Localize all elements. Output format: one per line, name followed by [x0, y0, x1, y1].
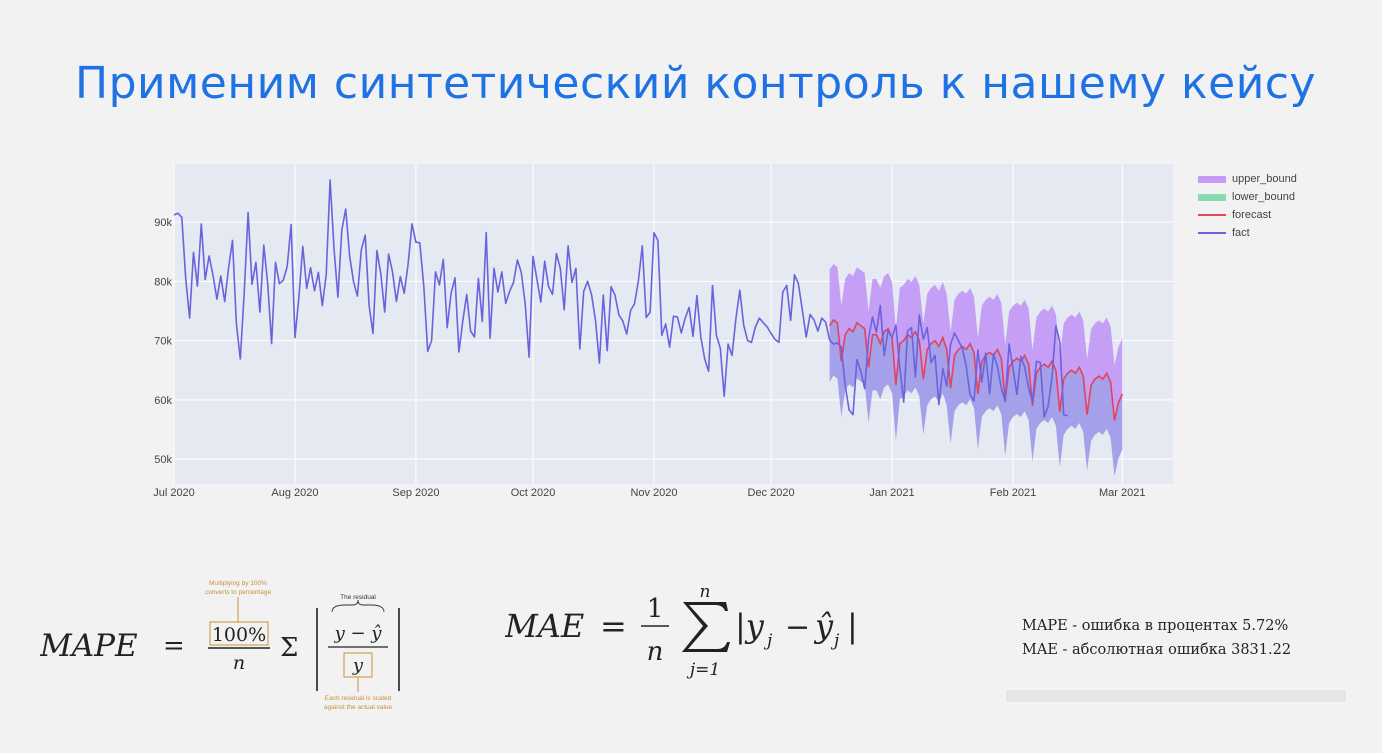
x-tick-label: Jul 2020: [153, 487, 195, 499]
y-tick-label: 90k: [154, 217, 172, 229]
mape-formula: Multiplying by 100% converts to percenta…: [40, 580, 400, 711]
upper-bound-band: [829, 264, 1123, 421]
mae-yhat: ŷ: [813, 607, 834, 645]
mape-residual-annotation: The residual: [340, 594, 376, 601]
mape-annotation-top-1: Multiplying by 100%: [209, 580, 267, 587]
metrics-underline: [1006, 690, 1346, 702]
mae-fraction-numerator: 1: [647, 594, 664, 624]
mape-result-line: MAPE - ошибка в процентах 5.72%: [1022, 618, 1289, 634]
legend-item-fact[interactable]: fact: [1198, 224, 1297, 242]
mape-lhs: MAPE: [40, 628, 138, 664]
x-tick-label: Mar 2021: [1099, 487, 1145, 499]
legend-item-upper-bound[interactable]: upper_bound: [1198, 170, 1297, 188]
legend-label: forecast: [1232, 209, 1272, 221]
mape-annotation-top-2: converts to percentage: [205, 589, 272, 596]
mae-fraction-denominator: n: [647, 637, 664, 667]
mae-sigma-icon: [682, 602, 730, 652]
slide-title: Применим синтетический контроль к нашему…: [75, 58, 1317, 109]
legend-label: lower_bound: [1232, 191, 1295, 203]
mape-residual-numerator: y − ŷ: [334, 623, 383, 644]
mape-sigma: Σ: [280, 633, 298, 663]
fact-swatch-icon: [1198, 232, 1226, 234]
x-tick-label: Sep 2020: [392, 487, 439, 499]
mape-equals: =: [163, 631, 185, 661]
fact-line: [173, 179, 1068, 418]
x-tick-label: Oct 2020: [511, 487, 556, 499]
metrics-block: MAPE - ошибка в процентах 5.72% MAE - аб…: [1022, 614, 1291, 662]
mae-result-line: MAE - абсолютная ошибка 3831.22: [1022, 642, 1292, 658]
mae-subscript-j: j: [763, 631, 773, 651]
series-group: [173, 179, 1124, 477]
mae-formula: MAE = 1 n n j=1 |y j − ŷ j |: [505, 582, 858, 680]
mae-minus: −: [785, 610, 810, 645]
mae-lhs: MAE: [505, 607, 584, 645]
legend-item-lower-bound[interactable]: lower_bound: [1198, 188, 1297, 206]
y-tick-label: 80k: [154, 276, 172, 288]
mae-sum-top: n: [700, 582, 711, 602]
legend-item-forecast[interactable]: forecast: [1198, 206, 1297, 224]
mape-numerator-box: [209, 621, 269, 646]
lower-bound-band: [829, 319, 1123, 477]
x-tick-label: Dec 2020: [748, 487, 795, 499]
forecast-swatch-icon: [1198, 214, 1226, 216]
mape-residual-brace: [331, 599, 385, 613]
x-tick-label: Nov 2020: [630, 487, 677, 499]
legend-label: fact: [1232, 227, 1250, 239]
mape-numerator: 100%: [212, 624, 266, 646]
mae-equals: =: [600, 607, 627, 645]
y-tick-label: 60k: [154, 395, 172, 407]
x-axis-ticks: Jul 2020 Aug 2020 Sep 2020 Oct 2020 Nov 2020…: [153, 487, 1145, 499]
lower-bound-swatch-icon: [1198, 193, 1226, 201]
mae-sum-bottom: j=1: [686, 660, 720, 680]
y-tick-label: 70k: [154, 336, 172, 348]
mae-abs-close: |: [847, 607, 858, 645]
upper-bound-swatch-icon: [1198, 175, 1226, 183]
x-tick-label: Feb 2021: [990, 487, 1036, 499]
mape-residual-denominator: y: [352, 655, 364, 676]
mape-denominator: n: [233, 652, 245, 674]
mape-annotation-bottom-2: against the actual value: [324, 704, 393, 711]
legend-label: upper_bound: [1232, 173, 1297, 185]
mae-abs-open: |y: [735, 607, 765, 645]
time-series-chart: 50k 60k 70k 80k 90k Jul 2020 Aug 2020 Sep 2020…: [153, 164, 1173, 499]
chart-legend: upper_bound lower_bound forecast fact: [1198, 170, 1297, 242]
y-axis-ticks: 50k 60k 70k 80k 90k: [154, 217, 172, 466]
mae-subscript-j2: j: [830, 631, 840, 651]
y-tick-label: 50k: [154, 454, 172, 466]
x-tick-label: Aug 2020: [271, 487, 318, 499]
grid-lines: [173, 164, 1173, 484]
x-tick-label: Jan 2021: [869, 487, 914, 499]
mape-annotation-bottom-1: Each residual is scaled: [325, 695, 392, 702]
